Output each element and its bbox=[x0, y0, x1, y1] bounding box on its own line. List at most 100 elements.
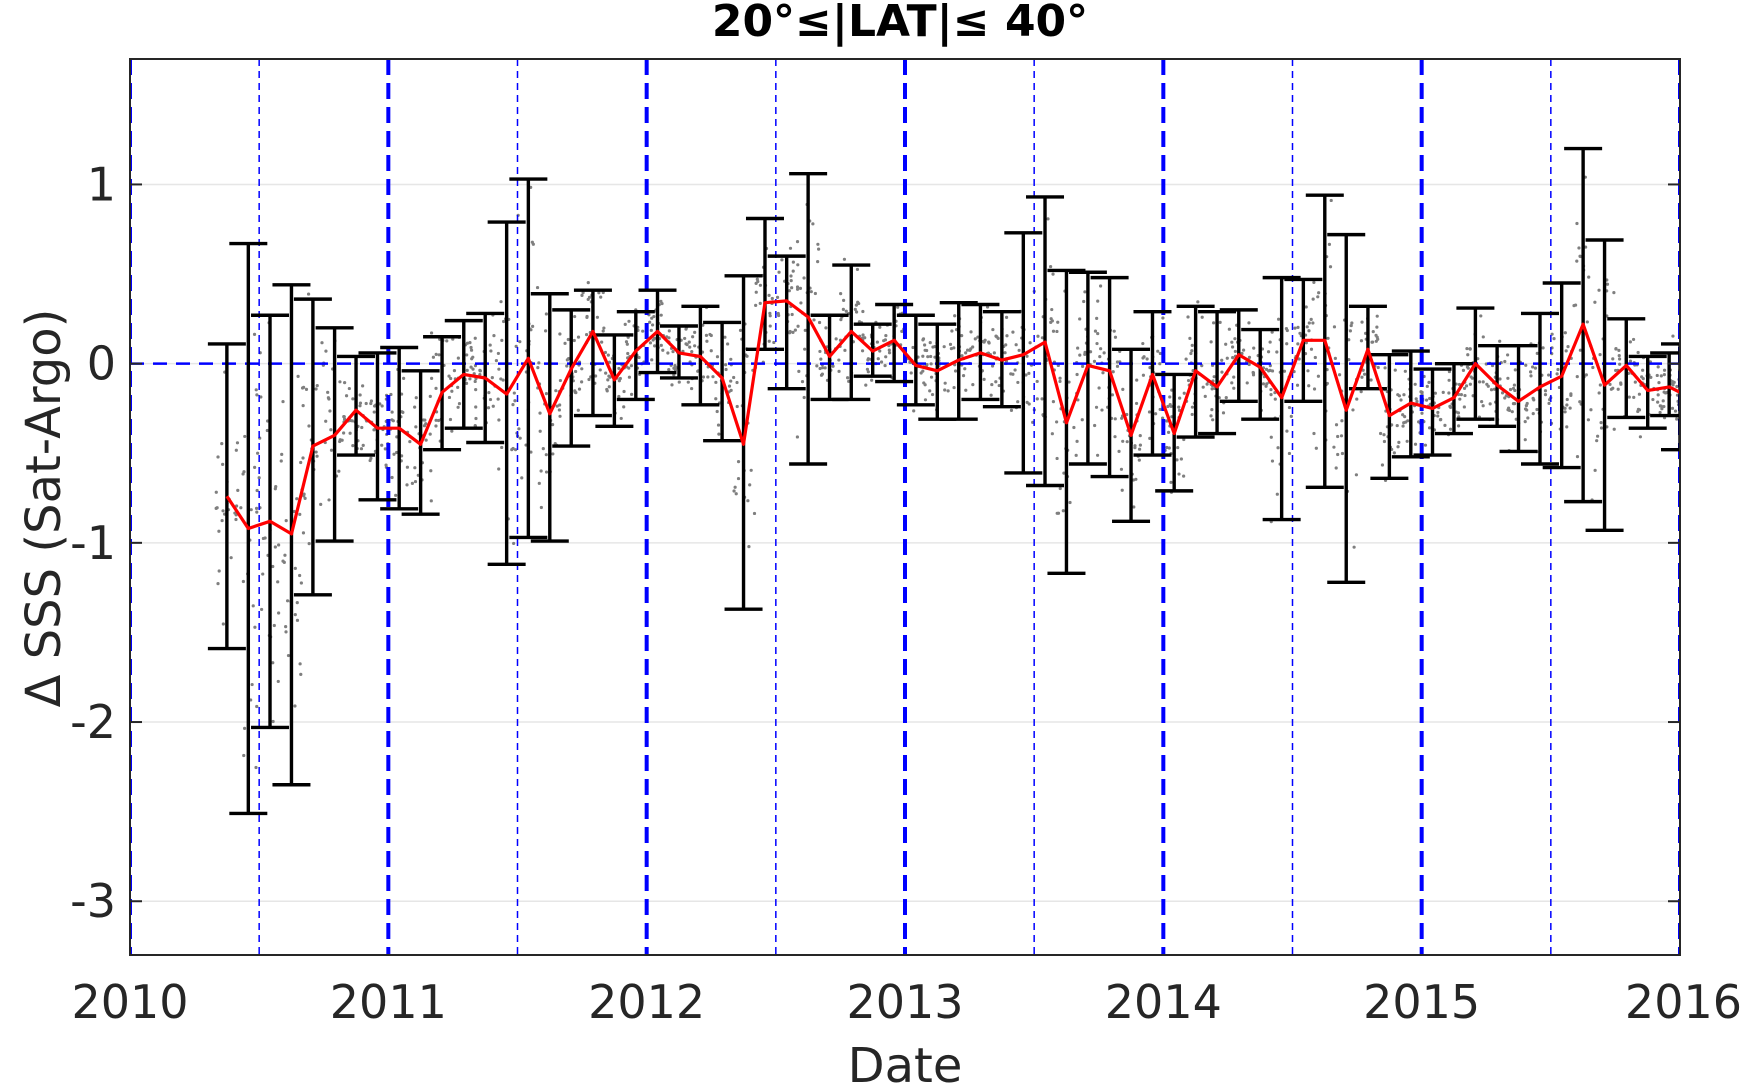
scatter-point bbox=[529, 450, 533, 454]
scatter-point bbox=[1312, 280, 1316, 284]
scatter-point bbox=[812, 318, 816, 322]
scatter-point bbox=[1307, 321, 1311, 325]
scatter-point bbox=[735, 380, 739, 385]
scatter-point bbox=[1078, 317, 1082, 321]
scatter-point bbox=[273, 545, 277, 549]
scatter-point bbox=[1458, 397, 1462, 401]
scatter-point bbox=[1014, 343, 1018, 347]
scatter-point bbox=[428, 432, 432, 436]
scatter-point bbox=[229, 556, 233, 560]
scatter-point bbox=[538, 411, 542, 415]
scatter-point bbox=[499, 300, 503, 304]
scatter-point bbox=[1543, 389, 1548, 393]
scatter-point bbox=[990, 364, 995, 368]
scatter-point bbox=[777, 270, 781, 274]
scatter-point bbox=[445, 339, 449, 343]
scatter-point bbox=[670, 383, 674, 387]
scatter-point bbox=[1585, 320, 1589, 324]
scatter-point bbox=[1212, 321, 1216, 325]
scatter-point bbox=[1498, 339, 1502, 343]
x-tick-label: 2012 bbox=[588, 975, 705, 1029]
scatter-point bbox=[1360, 375, 1364, 379]
scatter-point bbox=[1275, 350, 1279, 354]
scatter-point bbox=[558, 332, 562, 336]
scatter-point bbox=[1380, 463, 1385, 467]
scatter-point bbox=[1293, 326, 1297, 330]
scatter-point bbox=[216, 455, 220, 459]
scatter-point bbox=[1382, 433, 1386, 437]
scatter-point bbox=[1093, 423, 1097, 428]
scatter-point bbox=[701, 375, 706, 379]
scatter-point bbox=[857, 301, 861, 306]
scatter-point bbox=[683, 336, 687, 341]
scatter-point bbox=[1056, 511, 1061, 515]
scatter-point bbox=[729, 379, 733, 383]
scatter-point bbox=[380, 443, 384, 447]
scatter-point bbox=[1533, 366, 1538, 370]
scatter-point bbox=[1427, 380, 1431, 385]
scatter-point bbox=[818, 349, 822, 354]
scatter-point bbox=[1076, 398, 1080, 402]
scatter-point bbox=[431, 355, 435, 359]
scatter-point bbox=[360, 425, 364, 430]
scatter-point bbox=[667, 329, 671, 333]
scatter-point bbox=[214, 490, 218, 494]
scatter-point bbox=[1619, 381, 1623, 385]
scatter-point bbox=[1190, 405, 1195, 409]
scatter-point bbox=[788, 331, 792, 335]
scatter-point bbox=[602, 326, 606, 330]
scatter-point bbox=[1436, 410, 1440, 415]
scatter-point bbox=[580, 367, 584, 371]
scatter-point bbox=[884, 333, 888, 338]
scatter-point bbox=[606, 353, 610, 357]
scatter-point bbox=[1074, 453, 1078, 457]
scatter-point bbox=[1564, 349, 1568, 353]
scatter-point bbox=[1628, 340, 1632, 344]
scatter-point bbox=[1396, 393, 1400, 397]
scatter-point bbox=[617, 366, 621, 371]
scatter-point bbox=[1252, 346, 1256, 350]
scatter-point bbox=[1100, 408, 1104, 412]
scatter-point bbox=[727, 384, 732, 388]
scatter-point bbox=[513, 448, 518, 452]
scatter-point bbox=[991, 327, 995, 332]
scatter-point bbox=[1573, 303, 1578, 307]
scatter-point bbox=[1296, 325, 1300, 329]
scatter-point bbox=[1350, 321, 1354, 325]
scatter-point bbox=[271, 719, 275, 724]
scatter-point bbox=[284, 519, 288, 523]
scatter-point bbox=[1598, 353, 1602, 357]
scatter-point bbox=[1500, 391, 1505, 395]
scatter-point bbox=[772, 340, 776, 345]
scatter-point bbox=[298, 573, 302, 578]
scatter-point bbox=[995, 335, 999, 339]
scatter-point bbox=[705, 339, 709, 343]
scatter-point bbox=[276, 679, 280, 684]
scatter-point bbox=[464, 381, 469, 385]
scatter-point bbox=[855, 267, 860, 272]
scatter-point bbox=[328, 409, 332, 413]
scatter-point bbox=[1535, 351, 1539, 355]
scatter-point bbox=[400, 410, 404, 414]
scatter-point bbox=[1158, 362, 1162, 366]
scatter-point bbox=[1154, 412, 1158, 416]
scatter-point bbox=[259, 395, 263, 399]
scatter-point bbox=[1201, 385, 1205, 389]
scatter-point bbox=[1027, 371, 1031, 375]
scatter-point bbox=[1233, 349, 1237, 354]
scatter-point bbox=[255, 510, 259, 514]
scatter-point bbox=[565, 364, 569, 368]
scatter-point bbox=[1503, 359, 1507, 364]
scatter-point bbox=[930, 392, 935, 397]
scatter-point bbox=[1196, 300, 1200, 304]
scatter-point bbox=[876, 357, 880, 361]
scatter-point bbox=[953, 314, 957, 318]
scatter-point bbox=[1050, 432, 1054, 436]
scatter-point bbox=[819, 357, 823, 361]
scatter-point bbox=[538, 429, 542, 433]
scatter-point bbox=[1025, 400, 1029, 404]
scatter-point bbox=[1568, 406, 1572, 410]
scatter-point bbox=[447, 374, 451, 378]
scatter-point bbox=[961, 374, 966, 378]
scatter-point bbox=[1035, 397, 1039, 401]
